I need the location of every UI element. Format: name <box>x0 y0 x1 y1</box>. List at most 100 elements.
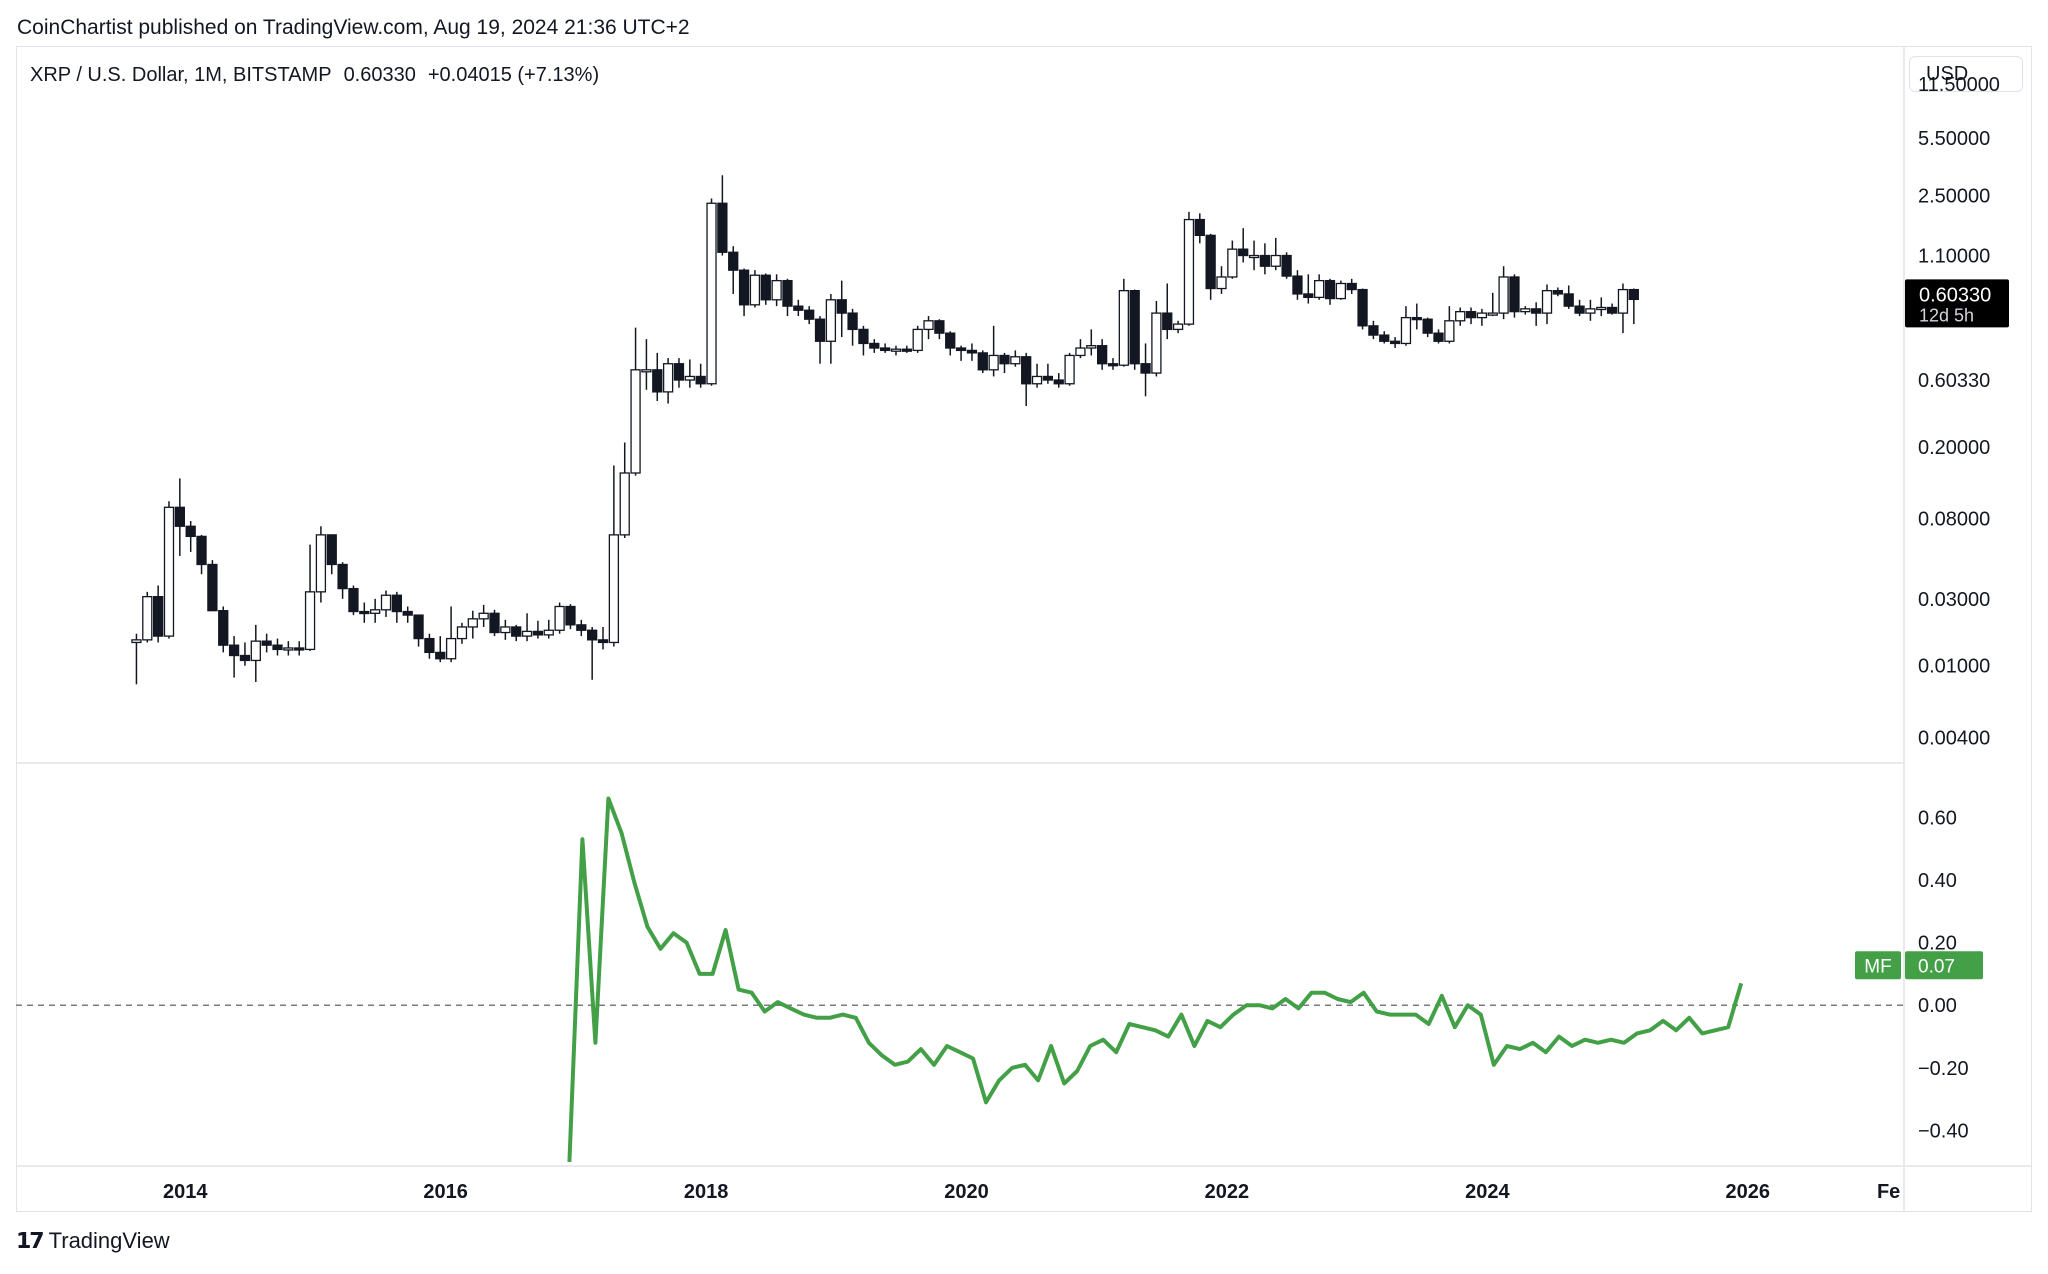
mf-axis[interactable]: 0.60 0.40 0.20 0.00 −0.20 −0.40 MF 0.07 <box>1855 807 1983 1143</box>
candle <box>738 268 750 317</box>
candle-body <box>684 375 695 381</box>
candle-body <box>673 363 685 381</box>
chart-frame <box>16 46 2032 1212</box>
candle <box>717 175 728 256</box>
candle-body <box>1596 306 1607 311</box>
mf-tick-label: −0.40 <box>1918 1121 1969 1143</box>
candle <box>218 606 229 653</box>
candle <box>1042 363 1054 384</box>
candle-body <box>326 534 337 566</box>
candle <box>163 501 175 639</box>
candle-body <box>391 594 403 613</box>
candle-body <box>521 630 533 637</box>
candle <box>576 619 587 637</box>
candle <box>1628 288 1639 325</box>
mf-tick-label: 0.20 <box>1918 933 1957 955</box>
time-axis[interactable]: 2014 2016 2018 2020 2022 2024 2026 Fe <box>163 1181 1900 1203</box>
price-tick-label: 0.01000 <box>1918 656 1990 678</box>
price-axis[interactable]: 11.50000 5.50000 2.50000 1.10000 0.60330 0.20… <box>1905 74 2009 749</box>
mf-series-line <box>567 796 1744 1162</box>
candle <box>1520 306 1531 315</box>
candle-body <box>1042 375 1054 381</box>
candle <box>1053 373 1064 388</box>
grid-layer <box>16 46 2032 1212</box>
candle <box>1075 339 1086 359</box>
candle <box>1151 301 1162 377</box>
candle <box>348 585 359 616</box>
candle <box>673 358 685 388</box>
candle-body <box>554 605 565 631</box>
candle-body <box>565 605 576 626</box>
candle-body <box>1118 289 1129 366</box>
candle <box>1248 240 1260 271</box>
candle-body <box>1314 279 1325 299</box>
candle <box>1270 237 1281 271</box>
candle-body <box>1129 289 1140 365</box>
candle <box>836 280 847 338</box>
candle <box>294 641 305 656</box>
candle <box>565 604 576 630</box>
time-tick-label: 2024 <box>1465 1181 1510 1203</box>
candle-body <box>1628 288 1639 301</box>
candle <box>1379 331 1390 344</box>
candle-body <box>825 299 837 342</box>
candle-body <box>1444 320 1455 342</box>
candle <box>1531 302 1542 326</box>
candle-body <box>1498 276 1509 314</box>
candle-body <box>174 506 185 527</box>
candle <box>652 352 663 402</box>
candle-body <box>370 609 381 614</box>
candle <box>923 316 934 340</box>
time-tick-label: 2022 <box>1205 1181 1250 1203</box>
candle-body <box>1194 218 1205 236</box>
candle-body <box>934 320 945 334</box>
price-tick-label: 11.50000 <box>1918 74 2000 96</box>
candle-body <box>1172 323 1184 331</box>
candle-body <box>1509 276 1520 313</box>
candle <box>1216 266 1227 294</box>
publisher-line: CoinChartist published on TradingView.co… <box>17 16 690 39</box>
mf-layer <box>567 796 1744 1162</box>
candle-body <box>771 279 782 301</box>
candle <box>1585 299 1596 321</box>
candle <box>1422 317 1433 338</box>
candle-body <box>142 595 153 641</box>
symbol-name: XRP / U.S. Dollar, 1M, BITSTAMP <box>30 64 332 86</box>
candle <box>478 604 489 627</box>
tradingview-logo[interactable]: 𝟭𝟳 TradingView <box>16 1228 170 1254</box>
candle-body <box>1324 279 1336 300</box>
candle <box>1292 270 1303 300</box>
candle <box>1411 303 1422 330</box>
candle <box>1205 233 1216 300</box>
candle-body <box>652 369 663 393</box>
candle <box>1400 306 1412 346</box>
candle <box>858 325 869 356</box>
symbol-legend[interactable]: XRP / U.S. Dollar, 1M, BITSTAMP 0.60330 +0… <box>30 64 611 87</box>
candle <box>1476 308 1488 326</box>
candle-body <box>1216 276 1227 290</box>
candle-body <box>1357 288 1368 327</box>
currency-button[interactable]: USD <box>1909 56 2023 92</box>
candle <box>239 642 251 666</box>
candle-body <box>641 369 652 373</box>
candle <box>869 339 880 353</box>
candle <box>1509 274 1520 318</box>
candle-body <box>1281 254 1292 277</box>
candle-body <box>185 525 196 538</box>
candle <box>1107 358 1119 370</box>
candle <box>261 633 272 653</box>
candle-body <box>1064 354 1075 385</box>
candle <box>543 619 554 639</box>
candle-body <box>413 614 424 640</box>
candle <box>511 624 522 642</box>
candle-body <box>283 647 294 651</box>
mf-series-tag-label: MF <box>1864 956 1891 977</box>
candle <box>825 293 837 364</box>
candle-body <box>597 639 609 644</box>
candle <box>1465 307 1477 325</box>
candle <box>695 363 706 388</box>
candle-body <box>467 618 478 628</box>
candle <box>1389 337 1401 349</box>
candle-body <box>847 312 858 331</box>
